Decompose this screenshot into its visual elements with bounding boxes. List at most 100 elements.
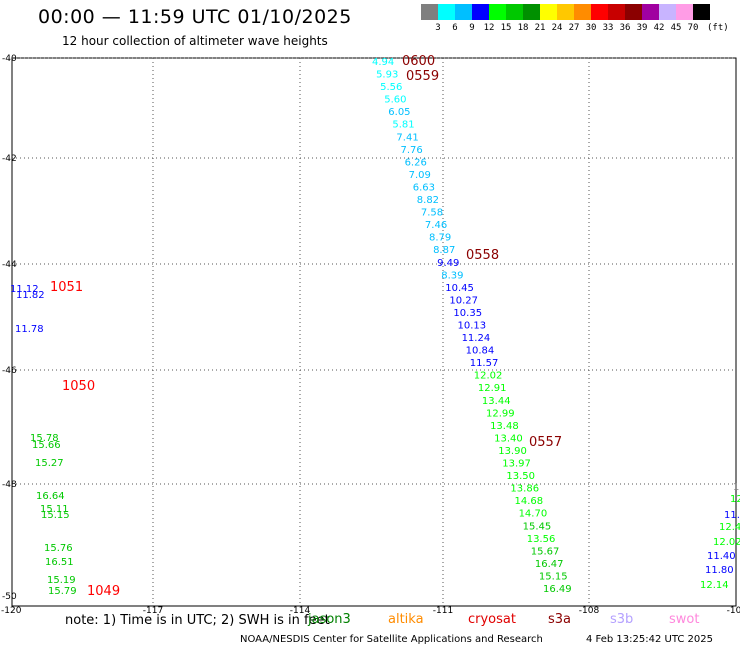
- scale-label: 6: [452, 23, 458, 33]
- wave-height-label: 7.58: [421, 208, 443, 219]
- scale-label: 45: [670, 23, 682, 33]
- x-tick-label: -120: [1, 606, 22, 616]
- wave-height-label: 7.41: [396, 132, 418, 143]
- wave-height-label: 11.80: [705, 565, 734, 576]
- y-tick-label: -40: [2, 54, 17, 64]
- pass-time-label: 0600: [402, 54, 435, 69]
- scale-swatch: [472, 4, 489, 20]
- scale-label: 21: [534, 23, 546, 33]
- wave-height-label: 11.40: [707, 551, 736, 562]
- scale-swatch: [659, 4, 676, 20]
- wave-height-label: 15.66: [32, 440, 61, 451]
- scale-swatch: [557, 4, 574, 20]
- scale-swatch: [625, 4, 642, 20]
- wave-height-label: 8.87: [433, 245, 455, 256]
- y-tick-label: -48: [2, 480, 17, 490]
- wave-height-label: 13.56: [527, 534, 556, 545]
- footer-credit: NOAA/NESDIS Center for Satellite Applica…: [240, 634, 543, 645]
- scale-swatch: [540, 4, 557, 20]
- map-border: [11, 57, 737, 607]
- satellite-legend-item: swot: [669, 612, 700, 627]
- wave-height-label: 14.70: [519, 509, 548, 520]
- wave-height-label: 12.02: [474, 371, 503, 382]
- wave-height-label: 12.91: [478, 383, 507, 394]
- wave-height-label: 5.81: [392, 120, 414, 131]
- scale-label: 39: [636, 23, 648, 33]
- wave-height-label: 15.67: [531, 546, 560, 557]
- wave-height-label: 15.15: [539, 571, 568, 582]
- y-tick-label: -46: [2, 366, 17, 376]
- y-tick-label: -50: [2, 592, 17, 602]
- wave-height-label: 13.90: [498, 446, 527, 457]
- wave-height-label: 11.24: [462, 333, 491, 344]
- wave-height-label: 15.78: [30, 433, 59, 444]
- wave-height-label: 7.46: [425, 220, 447, 231]
- wave-height-label: 11.82: [16, 290, 45, 301]
- wave-height-label: 6.63: [413, 182, 435, 193]
- pass-time-label: 1051: [50, 280, 83, 295]
- pass-time-label: 0557: [529, 435, 562, 450]
- wave-height-label: 7.09: [409, 170, 431, 181]
- wave-height-label: 13.97: [502, 459, 531, 470]
- satellite-tracks: 4.94 5.935.56 5.606.05 5.817.41 7.766.26 7.09…: [10, 54, 740, 599]
- scale-swatch: [506, 4, 523, 20]
- scale-label: 12: [483, 23, 495, 33]
- wave-height-label: 15.11: [40, 504, 69, 515]
- plot-title: 00:00 — 11:59 UTC 01/10/2025: [38, 6, 352, 28]
- wave-height-label: 11.78: [15, 324, 44, 335]
- wave-height-label: 15.45: [523, 521, 552, 532]
- x-tick-label: -108: [579, 606, 600, 616]
- x-tick-label: -117: [143, 606, 163, 616]
- scale-label: 18: [517, 23, 529, 33]
- wave-height-label: 13.40: [494, 433, 523, 444]
- wave-height-label: 16.47: [535, 559, 564, 570]
- wave-height-label: 5.93: [376, 70, 398, 81]
- footer-note: note: 1) Time is in UTC; 2) SWH is in fe…: [65, 613, 330, 628]
- pass-time-label: 0558: [466, 248, 499, 263]
- wave-height-label: 12.02: [713, 537, 740, 548]
- wave-height-label: 15.79: [48, 586, 77, 597]
- scale-swatch: [574, 4, 591, 20]
- scale-label: 30: [585, 23, 597, 33]
- satellite-legend-item: altika: [388, 612, 424, 627]
- scale-label: 33: [602, 23, 614, 33]
- wave-height-label: 14.68: [515, 496, 544, 507]
- wave-height-label: 12.99: [486, 408, 515, 419]
- map-grid: [12, 57, 736, 606]
- wave-height-label: 10.13: [458, 321, 487, 332]
- plot-subtitle: 12 hour collection of altimeter wave hei…: [62, 34, 328, 48]
- wave-height-label: 15.19: [47, 575, 76, 586]
- scale-swatch: [438, 4, 455, 20]
- wave-height-label: 16.49: [543, 584, 572, 595]
- satellite-legend-item: jason3: [308, 612, 351, 627]
- wave-height-label: 11.12: [10, 284, 39, 295]
- x-tick-label: -10: [727, 606, 740, 616]
- wave-height-label: 11.57: [470, 358, 499, 369]
- wave-height-label: 10.84: [466, 346, 495, 357]
- scale-unit: (ft): [707, 23, 729, 33]
- wave-height-label: 8.39: [441, 270, 463, 281]
- map-frame: [11, 57, 737, 607]
- footer-timestamp: 4 Feb 13:25:42 UTC 2025: [586, 634, 713, 645]
- scale-label: 15: [500, 23, 512, 33]
- scale-swatch: [523, 4, 540, 20]
- scale-label: 36: [619, 23, 631, 33]
- scale-label: 9: [469, 23, 475, 33]
- wave-height-label: 9.49: [437, 258, 459, 269]
- y-tick-label: -42: [2, 154, 17, 164]
- wave-height-label: 12.4: [719, 522, 740, 533]
- wave-height-label: 1: [733, 482, 739, 493]
- pass-time-label: 1049: [87, 584, 120, 599]
- wave-height-label: 7.76: [401, 145, 423, 156]
- scale-label: 70: [687, 23, 699, 33]
- wave-height-label: 13.50: [506, 471, 535, 482]
- wave-height-label: 8.82: [417, 195, 439, 206]
- y-tick-label: -44: [2, 260, 17, 270]
- scale-swatch: [642, 4, 659, 20]
- scale-swatch: [608, 4, 625, 20]
- wave-height-label: 13.44: [482, 396, 511, 407]
- wave-height-label: 16.51: [45, 557, 74, 568]
- wave-height-label: 11.: [724, 510, 740, 521]
- wave-height-label: 13.48: [490, 421, 519, 432]
